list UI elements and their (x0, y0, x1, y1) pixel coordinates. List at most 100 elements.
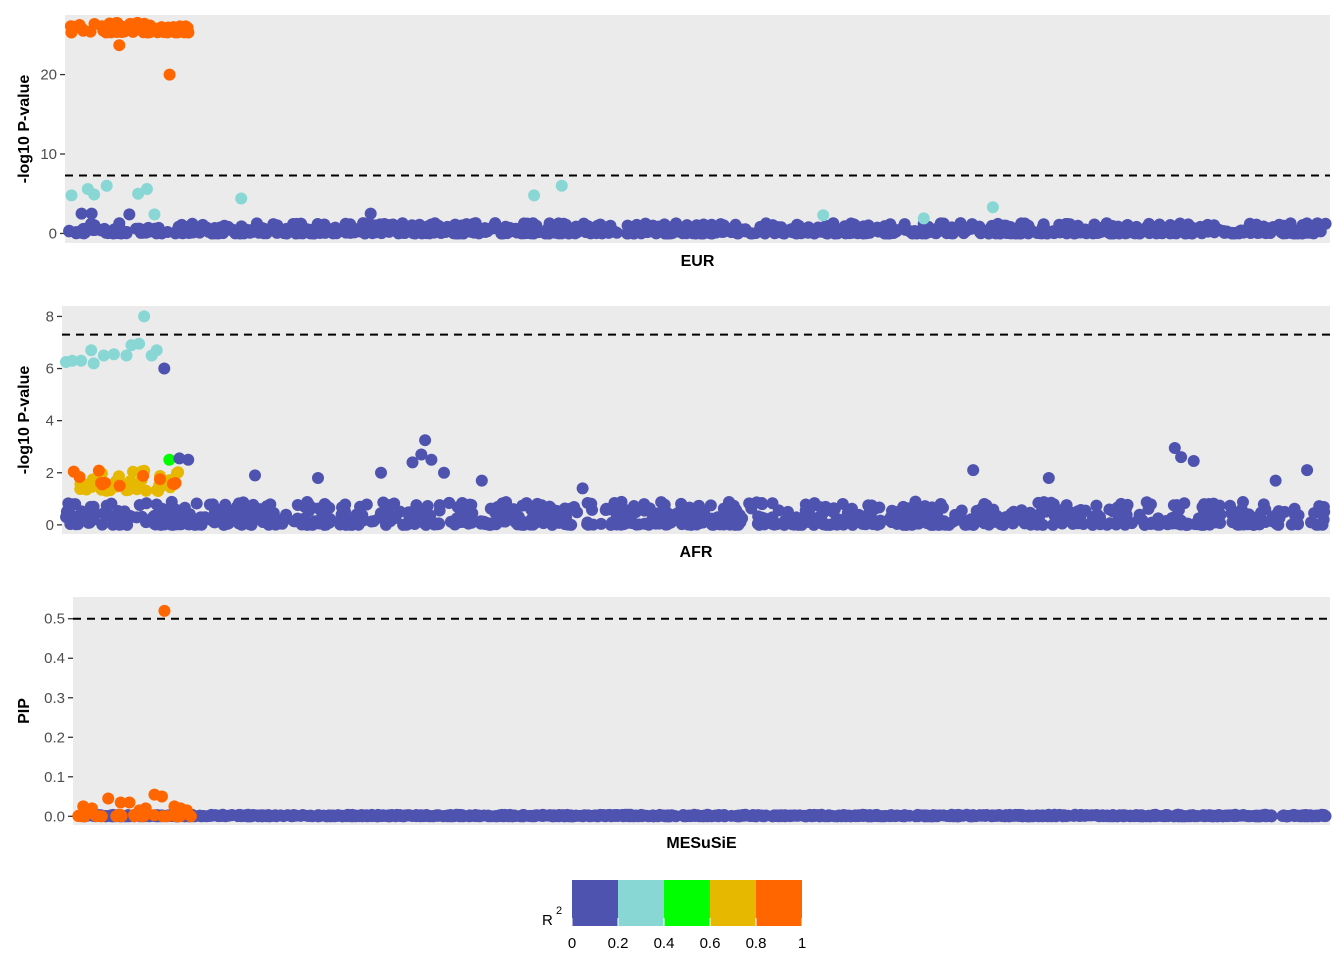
data-point (1204, 220, 1217, 233)
data-point (1159, 224, 1172, 237)
legend-title: R (542, 912, 553, 929)
data-point (1015, 504, 1028, 517)
data-point (133, 222, 146, 235)
data-point (190, 497, 203, 510)
data-point (496, 227, 509, 240)
data-point (576, 482, 589, 495)
data-point (1278, 505, 1291, 518)
data-point (112, 808, 125, 821)
data-point (546, 518, 559, 531)
data-point (706, 227, 719, 240)
data-point (1073, 809, 1086, 822)
data-point (1066, 506, 1079, 519)
x-axis-title: EUR (681, 253, 715, 270)
data-point (1005, 511, 1018, 524)
data-point (313, 809, 326, 822)
y-tick-label: 0.4 (44, 650, 65, 667)
data-point (479, 225, 492, 238)
data-point (524, 517, 537, 530)
data-point (73, 20, 86, 33)
data-point (740, 809, 753, 822)
data-point (99, 226, 112, 239)
data-point (388, 497, 401, 510)
data-point (1066, 517, 1079, 530)
y-tick-label: 0.2 (44, 729, 65, 746)
data-point (1269, 474, 1282, 487)
data-point (291, 499, 304, 512)
data-point (1318, 505, 1331, 518)
data-point (85, 344, 98, 357)
data-point (313, 517, 326, 530)
data-point (778, 810, 791, 823)
data-point (732, 517, 745, 530)
data-point (1251, 510, 1264, 523)
panel-mesusie: 0.0 0.1 0.2 0.3 0.4 0.5 PIP MESuSiE (16, 597, 1332, 852)
legend-tick-label: 1 (798, 935, 806, 952)
data-point (1207, 497, 1220, 510)
data-point (107, 348, 120, 361)
data-point (1087, 227, 1100, 240)
y-tick-label: 2 (46, 465, 54, 482)
data-point (1079, 504, 1092, 517)
data-point (1168, 511, 1181, 524)
data-point (100, 179, 113, 192)
data-point (494, 512, 507, 525)
data-point (745, 502, 758, 515)
data-point (148, 222, 161, 235)
data-point (208, 505, 221, 518)
data-point (278, 514, 291, 527)
data-point (73, 470, 86, 483)
legend-color-bin (664, 880, 710, 926)
data-point (528, 189, 541, 202)
data-point (82, 481, 95, 494)
y-tick-label: 20 (40, 67, 57, 84)
data-point (265, 224, 278, 237)
data-point (509, 516, 522, 529)
data-point (87, 357, 100, 370)
data-point (100, 499, 113, 512)
legend-tick-label: 0.6 (700, 935, 721, 952)
data-point (581, 220, 594, 233)
data-point (979, 809, 992, 822)
data-point (475, 474, 488, 487)
data-point (313, 226, 326, 239)
data-point (899, 223, 912, 236)
data-point (1260, 808, 1273, 821)
data-point (75, 354, 88, 367)
data-point (714, 218, 727, 231)
data-point (825, 809, 838, 822)
panel-afr: 0 2 4 6 8 -log10 P-value AFR (16, 306, 1331, 561)
data-point (237, 499, 250, 512)
data-point (503, 809, 516, 822)
data-point (425, 453, 438, 466)
data-point (92, 464, 105, 477)
data-point (200, 810, 213, 823)
y-tick-label: 8 (46, 308, 54, 325)
data-point (153, 473, 166, 486)
points (60, 310, 1331, 531)
data-point (88, 18, 101, 31)
data-point (869, 809, 882, 822)
data-point (195, 511, 208, 524)
data-point (438, 466, 450, 479)
data-point (729, 503, 742, 516)
data-point (296, 227, 309, 240)
data-point (920, 506, 933, 519)
data-point (97, 349, 110, 362)
data-point (102, 792, 115, 805)
data-point (638, 504, 651, 517)
data-point (1235, 508, 1248, 521)
legend-tick-label: 0.8 (746, 935, 767, 952)
y-tick-label: 0.0 (44, 808, 65, 825)
data-point (697, 810, 710, 823)
data-point (1152, 809, 1165, 822)
data-point (396, 226, 409, 239)
data-point (1117, 810, 1130, 823)
data-point (991, 217, 1004, 230)
data-point (905, 518, 918, 531)
data-point (996, 515, 1009, 528)
data-point (813, 225, 826, 238)
data-point (219, 498, 232, 511)
data-point (556, 809, 569, 822)
data-point (1273, 223, 1286, 236)
